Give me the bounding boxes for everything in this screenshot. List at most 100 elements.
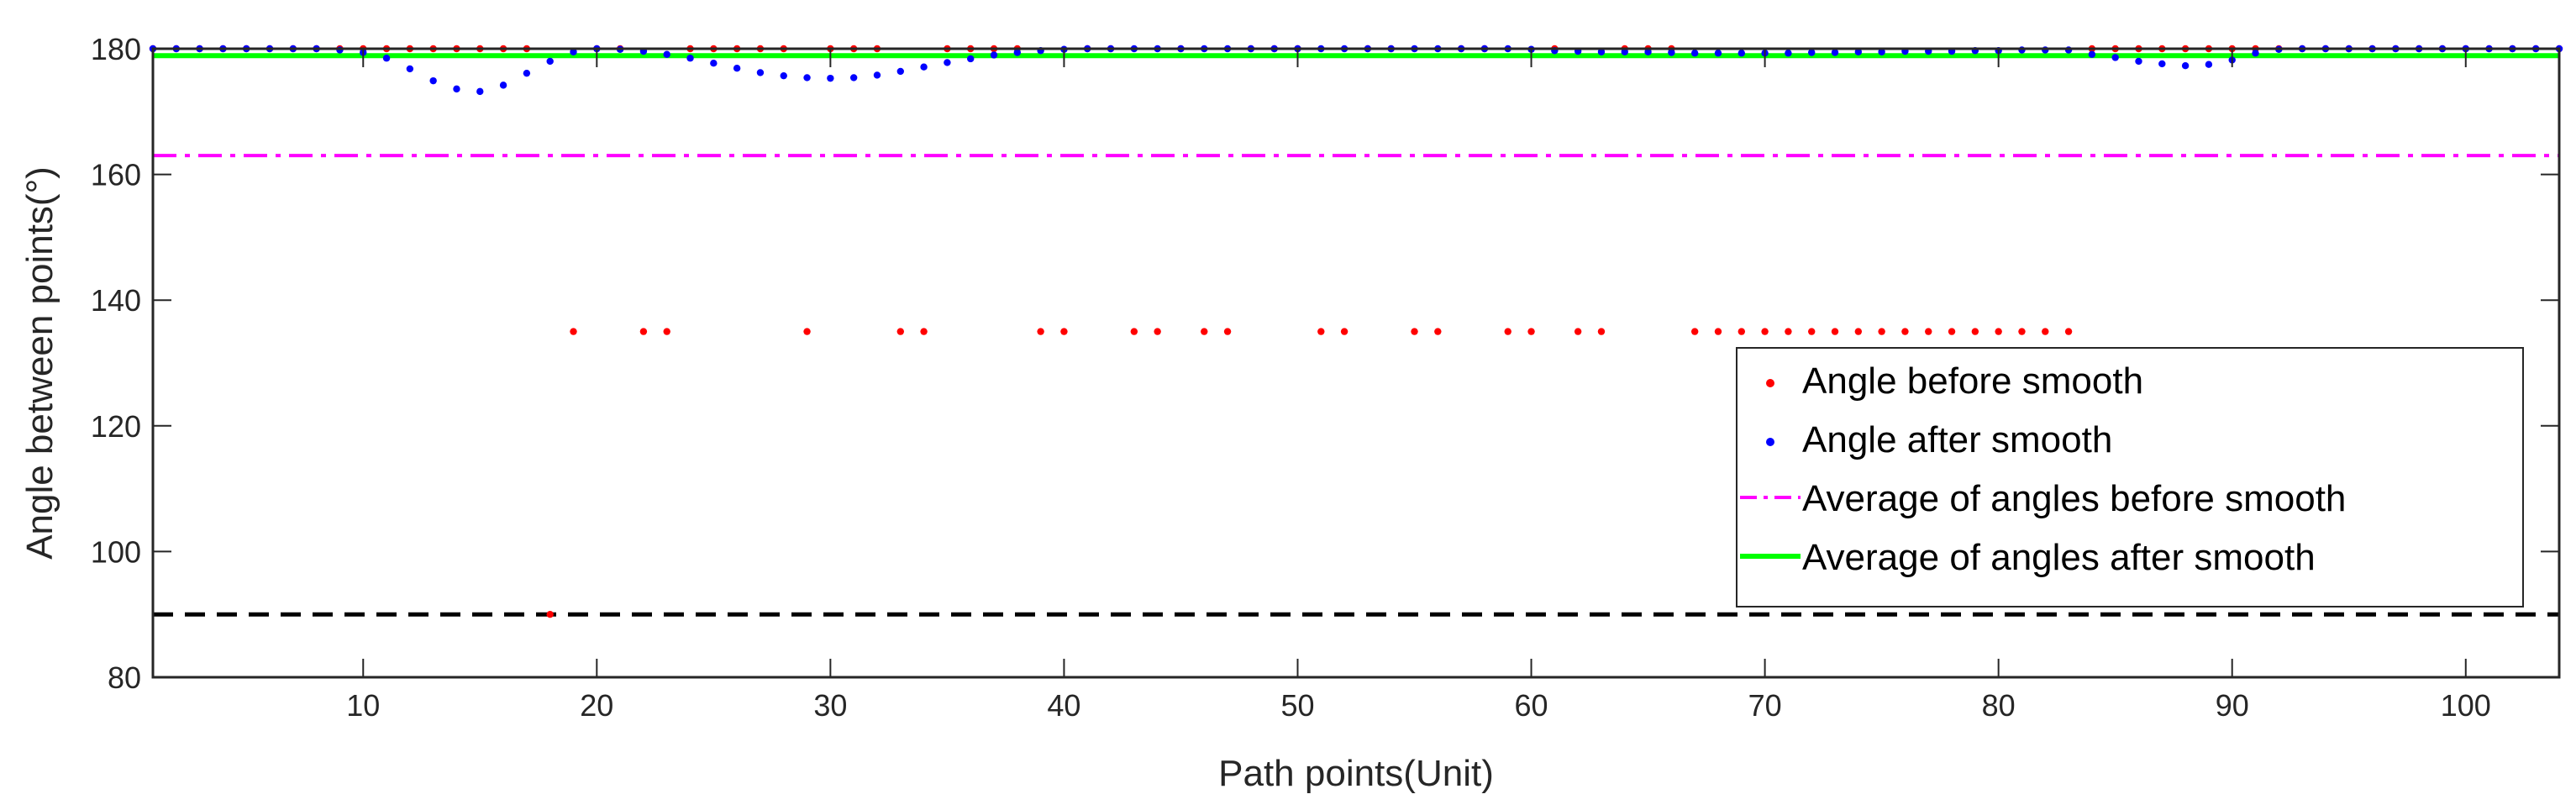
after-point (406, 65, 414, 73)
after-point (920, 63, 928, 71)
before-point (1411, 328, 1418, 335)
axes-frame (151, 47, 2561, 679)
after-point (710, 60, 718, 67)
before-point (1060, 328, 1068, 335)
before-point (1223, 328, 1232, 335)
before-point (1761, 328, 1769, 335)
y-tick-label: 160 (91, 158, 141, 192)
before-point (570, 328, 577, 335)
before-point (1714, 328, 1722, 335)
before-point (1340, 328, 1348, 335)
x-tick-label: 100 (2441, 688, 2491, 723)
legend-label: Average of angles before smooth (1802, 478, 2346, 519)
after-point (827, 74, 834, 82)
before-point (1831, 328, 1839, 335)
before-point (920, 328, 928, 335)
after-point (546, 57, 554, 66)
after-point (1013, 49, 1022, 56)
before-point (1317, 328, 1325, 335)
after-point (1854, 48, 1863, 55)
before-point (1854, 328, 1863, 335)
before-point (1130, 328, 1138, 335)
after-point (1644, 48, 1652, 55)
after-point (2158, 60, 2166, 68)
before-point (803, 328, 811, 335)
before-point (546, 611, 554, 618)
after-point (1737, 50, 1745, 57)
legend-box (1736, 347, 2524, 608)
legend-label: Angle before smooth (1802, 360, 2143, 402)
y-tick-label: 140 (91, 283, 141, 318)
after-point (2252, 50, 2259, 57)
before-point (1878, 328, 1885, 335)
before-point (1154, 328, 1161, 335)
before-point (1597, 328, 1606, 335)
after-point (1714, 50, 1722, 57)
after-point (896, 67, 904, 76)
after-point (1668, 49, 1675, 56)
before-point (1504, 328, 1511, 335)
after-point (2135, 57, 2142, 66)
after-point (686, 55, 694, 62)
after-point (453, 85, 460, 93)
x-tick-label: 10 (346, 688, 380, 723)
legend-items: Angle before smooth Angle after smooth Ave… (1740, 360, 2346, 578)
y-axis-title: Angle between points(°) (19, 166, 60, 560)
y-tick-label: 80 (108, 660, 141, 695)
x-tick-label: 60 (1515, 688, 1548, 723)
legend-label: Average of angles after smooth (1802, 537, 2316, 578)
before-point (1971, 328, 1979, 335)
before-point (1901, 328, 1909, 335)
before-point (1948, 328, 1956, 335)
x-tick-label: 90 (2216, 688, 2249, 723)
after-point (1878, 48, 1885, 55)
before-point (1785, 328, 1792, 335)
x-tick-label: 70 (1748, 688, 1782, 723)
after-point (733, 64, 741, 72)
y-tick-label: 100 (91, 534, 141, 569)
after-point (873, 71, 881, 79)
after-point (849, 74, 858, 82)
ticks-layer: 10 20 30 40 50 60 70 80 90 100 80 100 120 140 160 180 (91, 32, 2559, 723)
x-tick-label: 40 (1047, 688, 1080, 723)
after-point (1831, 49, 1839, 56)
after-point (803, 74, 811, 82)
legend-marker (1766, 438, 1774, 446)
after-point (2111, 54, 2119, 61)
before-point (1037, 328, 1044, 335)
after-point (1808, 49, 1816, 56)
after-point (429, 76, 437, 85)
after-point (990, 51, 998, 59)
after-point (2205, 60, 2213, 68)
before-point (2064, 328, 2073, 335)
after-point (663, 50, 670, 58)
after-point (1690, 50, 1699, 57)
x-tick-label: 80 (1982, 688, 2016, 723)
before-point (1737, 328, 1745, 335)
before-point (639, 328, 648, 335)
before-point (2018, 328, 2026, 335)
after-point (1621, 48, 1628, 55)
before-point (896, 328, 904, 335)
before-point (1574, 328, 1582, 335)
x-tick-label: 30 (813, 688, 847, 723)
before-point (1527, 328, 1535, 335)
y-tick-label: 120 (91, 409, 141, 444)
before-point (2042, 328, 2049, 335)
after-point (2181, 61, 2190, 70)
after-point (756, 69, 765, 76)
x-axis-title: Path points(Unit) (1218, 753, 1494, 794)
before-point (1925, 328, 1932, 335)
legend-label: Angle after smooth (1802, 419, 2112, 460)
y-tick-label: 180 (91, 32, 141, 66)
after-point (570, 48, 577, 55)
x-tick-label: 20 (580, 688, 613, 723)
after-point (1785, 50, 1792, 57)
after-point (2088, 50, 2096, 58)
after-point (1597, 48, 1606, 55)
before-point (1201, 328, 1208, 335)
after-point (499, 82, 507, 89)
before-point (1995, 328, 2002, 335)
